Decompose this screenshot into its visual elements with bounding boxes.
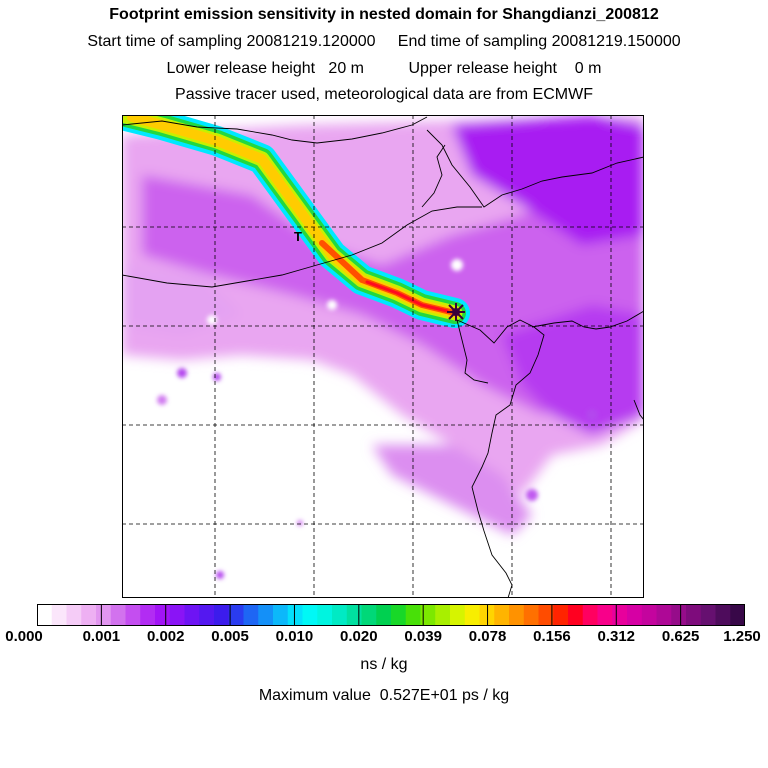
- colorbar-swatch: [627, 604, 643, 626]
- colorbar-swatch: [715, 604, 731, 626]
- colorbar-tick-label: 0.020: [340, 628, 378, 645]
- footprint-map: T: [122, 115, 644, 598]
- colorbar-swatch: [730, 604, 745, 626]
- colorbar-swatch: [582, 604, 598, 626]
- colorbar-swatch: [494, 604, 510, 626]
- colorbar-swatch: [258, 604, 274, 626]
- colorbar-swatch: [125, 604, 141, 626]
- colorbar-swatch: [538, 604, 554, 626]
- colorbar-swatch: [435, 604, 451, 626]
- colorbar-swatch: [273, 604, 289, 626]
- colorbar-swatch: [317, 604, 333, 626]
- colorbar-swatch: [568, 604, 584, 626]
- colorbar-swatch: [686, 604, 702, 626]
- footprint-plume: [122, 115, 470, 328]
- colorbar-swatch: [391, 604, 407, 626]
- star-cross-icon: [447, 303, 465, 321]
- colorbar-swatch: [464, 604, 480, 626]
- colorbar-swatch: [155, 604, 171, 626]
- colorbar-swatch: [597, 604, 613, 626]
- colorbar-swatch: [376, 604, 392, 626]
- colorbar-tick-label: 0.000: [5, 628, 43, 645]
- colorbar-swatch: [361, 604, 377, 626]
- sampling-time-line: Start time of sampling 20081219.120000 E…: [87, 33, 681, 50]
- colorbar-swatch: [509, 604, 525, 626]
- map-frame: [122, 115, 644, 598]
- colorbar-swatch: [140, 604, 156, 626]
- colorbar-tick-label: 0.005: [211, 628, 249, 645]
- colorbar-frame: [37, 604, 745, 626]
- colorbar-swatch: [66, 604, 82, 626]
- colorbar-swatch: [110, 604, 126, 626]
- colorbar-swatch: [420, 604, 436, 626]
- colorbar-swatch: [641, 604, 657, 626]
- colorbar-swatch: [81, 604, 97, 626]
- colorbar-swatch: [51, 604, 67, 626]
- colorbar-swatch: [199, 604, 215, 626]
- colorbar-tick-label: 1.250: [723, 628, 761, 645]
- colorbar-swatch: [214, 604, 230, 626]
- colorbar-tick-label: 0.312: [597, 628, 636, 645]
- colorbar-tick-label: 0.010: [275, 628, 314, 645]
- colorbar-unit-label: ns / kg: [360, 656, 408, 673]
- colorbar-swatch: [228, 604, 244, 626]
- colorbar-swatch: [96, 604, 112, 626]
- colorbar-swatch: [553, 604, 569, 626]
- colorbar-swatch: [287, 604, 303, 626]
- tracer-info-line: Passive tracer used, meteorological data…: [175, 86, 593, 103]
- colorbar-swatch: [700, 604, 716, 626]
- colorbar-tick-label: 0.625: [661, 628, 700, 645]
- colorbar-swatch: [37, 604, 53, 626]
- graticule: [122, 115, 644, 598]
- release-height-line: Lower release height 20 m Upper release …: [166, 60, 602, 77]
- colorbar-tick-labels: 0.000 0.001 0.002 0.005 0.010 0.020 0.039 0.078…: [0, 628, 768, 648]
- colorbar-tick-label: 0.002: [146, 628, 185, 645]
- colorbar-swatch: [612, 604, 628, 626]
- colorbar-swatch: [405, 604, 421, 626]
- colorbar-swatch: [450, 604, 466, 626]
- colorbar-swatch: [169, 604, 185, 626]
- colorbar-swatch: [332, 604, 348, 626]
- colorbar-tick-label: 0.078: [468, 628, 507, 645]
- colorbar-swatch: [243, 604, 259, 626]
- plume-label: T: [294, 229, 302, 244]
- colorbar-swatch: [184, 604, 200, 626]
- colorbar-tick-label: 0.156: [533, 628, 571, 645]
- colorbar-tick-label: 0.039: [404, 628, 442, 645]
- colorbar-swatch: [302, 604, 318, 626]
- colorbar-swatch: [346, 604, 362, 626]
- colorbar-swatch: [523, 604, 539, 626]
- maximum-value-label: Maximum value 0.527E+01 ps / kg: [258, 687, 510, 704]
- colorbar-swatch: [656, 604, 672, 626]
- colorbar-swatch: [671, 604, 687, 626]
- colorbar-tick-label: 0.001: [82, 628, 121, 645]
- map-title: Footprint emission sensitivity in nested…: [109, 6, 659, 23]
- colorbar: [37, 604, 745, 626]
